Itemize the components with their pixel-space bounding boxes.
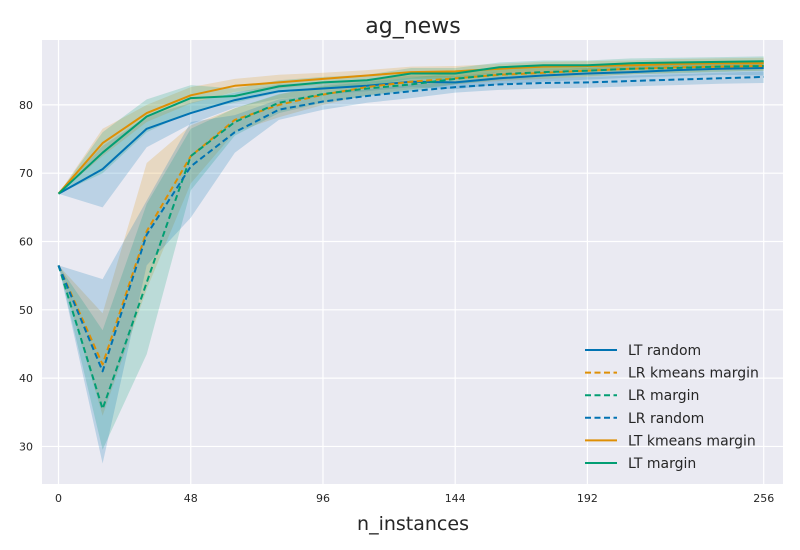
x-tick-label: 256 [753, 492, 774, 505]
confidence-bands [58, 56, 764, 464]
x-axis-label: n_instances [357, 513, 469, 535]
legend-label: LT kmeans margin [628, 433, 756, 449]
series-line-4 [57, 62, 764, 195]
series-line-2 [57, 65, 764, 410]
x-tick-label: 144 [445, 492, 466, 505]
confidence-band-0 [58, 61, 764, 208]
confidence-band-5 [58, 56, 764, 194]
plot-background [42, 40, 783, 484]
confidence-band-4 [58, 57, 764, 194]
y-tick-label: 30 [19, 440, 33, 453]
x-tick-label: 96 [316, 492, 330, 505]
x-tick-label: 192 [577, 492, 598, 505]
legend-label: LR kmeans margin [628, 366, 759, 382]
series-lines [57, 60, 764, 410]
legend-label: LR margin [628, 388, 699, 404]
legend: LT random LR kmeans margin LR margin LR ran… [585, 343, 759, 472]
x-tick-label: 48 [184, 492, 198, 505]
tick-labels: 0 48 96 144 192 256 30 40 50 60 70 80 [19, 99, 774, 505]
legend-label: LT random [628, 343, 701, 359]
chart-title: ag_news [365, 14, 460, 39]
y-tick-label: 80 [19, 99, 33, 112]
y-tick-label: 50 [19, 304, 33, 317]
grid [42, 40, 783, 484]
series-line-1 [57, 65, 764, 366]
y-tick-label: 40 [19, 372, 33, 385]
y-tick-label: 70 [19, 167, 33, 180]
legend-label: LT margin [628, 456, 696, 472]
legend-label: LR random [628, 411, 704, 427]
series-line-5 [57, 60, 764, 195]
y-tick-label: 60 [19, 236, 33, 249]
x-tick-label: 0 [55, 492, 62, 505]
